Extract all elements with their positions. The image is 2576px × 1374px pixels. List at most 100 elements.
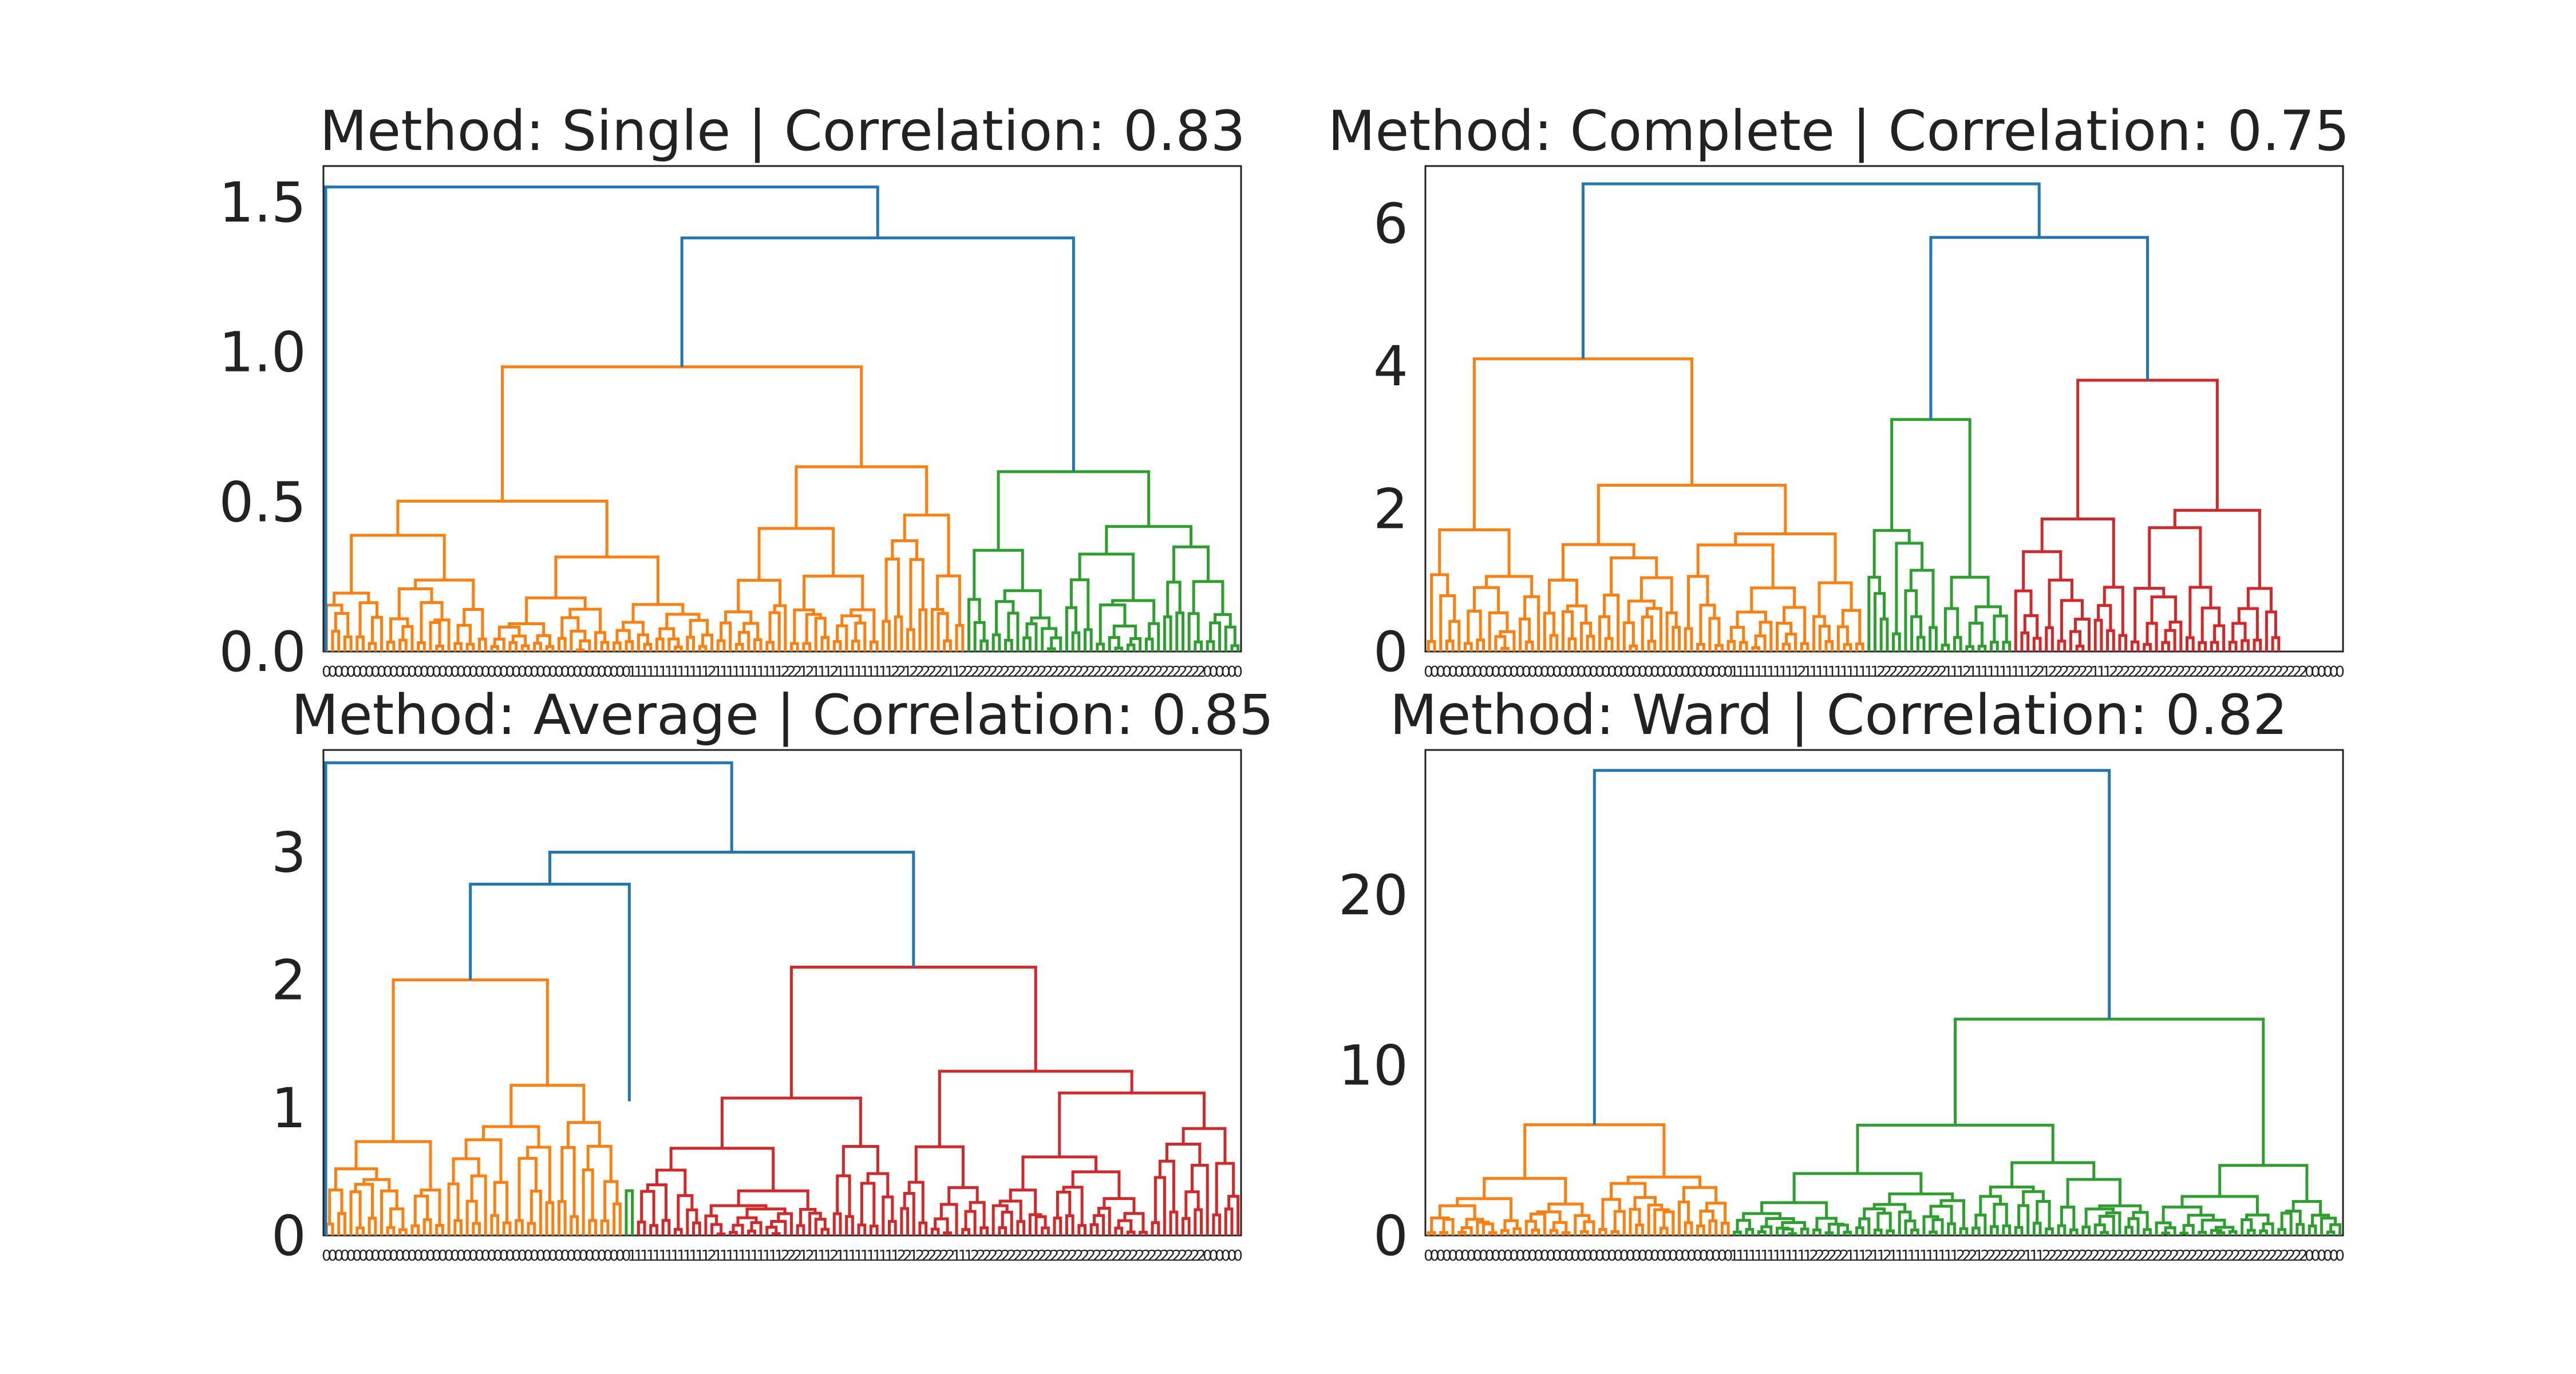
leaf-label: 1	[823, 1247, 833, 1265]
dendrogram-link	[882, 619, 891, 652]
leaf-label: 1	[2023, 664, 2033, 681]
leaf-label: 0	[1626, 664, 1635, 681]
dendrogram-link	[557, 637, 567, 652]
leaf-label: 0	[548, 1247, 558, 1265]
leaf-label: 1	[640, 664, 650, 681]
leaf-label: 1	[762, 664, 772, 681]
leaf-label: 0	[560, 664, 570, 681]
dendrogram-link	[903, 1192, 915, 1235]
leaf-label: 0	[548, 664, 558, 681]
leaf-label: 0	[1674, 664, 1684, 681]
leaf-label: 2	[707, 1247, 717, 1265]
leaf-label: 2	[1080, 1247, 1090, 1265]
dendrogram-link	[1187, 612, 1200, 652]
dendrogram-link	[2076, 378, 2219, 519]
leaf-label: 2	[2213, 664, 2223, 681]
leaf-label: 2	[2152, 664, 2162, 681]
leaf-label: 1	[744, 1247, 753, 1265]
dendrogram-link	[2103, 586, 2124, 635]
leaf-label: 2	[2054, 1247, 2064, 1265]
leaf-label: 2	[1153, 1247, 1163, 1265]
dendrogram-link	[1549, 1229, 1559, 1235]
leaf-label: 0	[1479, 664, 1488, 681]
dendrogram-link	[701, 633, 714, 652]
dendrogram-link	[1004, 639, 1013, 652]
leaf-label: 0	[420, 664, 429, 681]
leaf-label: 0	[1644, 664, 1654, 681]
dendrogram-link	[1818, 581, 1853, 617]
y-tick-label: 20	[1338, 863, 1408, 927]
dendrogram-link	[2014, 1226, 2024, 1235]
leaf-label: 2	[2250, 664, 2259, 681]
dendrogram-link	[2164, 629, 2176, 652]
leaf-label: 1	[1858, 664, 1868, 681]
leaf-label: 0	[1534, 664, 1543, 681]
leaf-label: 2	[1172, 664, 1182, 681]
leaf-label: 2	[2219, 664, 2229, 681]
dendrogram-link	[435, 1223, 444, 1235]
leaf-label: 2	[2231, 1247, 2241, 1265]
leaf-label: 2	[1931, 664, 1941, 681]
dendrogram-link	[1499, 630, 1516, 652]
leaf-label: 1	[2011, 664, 2021, 681]
dendrogram-link	[1025, 622, 1038, 652]
leaf-label: 0	[1607, 664, 1617, 681]
leaf-label: 0	[2317, 1247, 2326, 1265]
leaf-label: 0	[1460, 1247, 1470, 1265]
leaf-label: 2	[1962, 664, 1971, 681]
leaf-label: 2	[1166, 1247, 1176, 1265]
dendrogram-link	[2081, 1225, 2091, 1235]
dendrogram-link	[1512, 1227, 1522, 1235]
dendrogram-link	[1547, 1202, 1584, 1216]
dendrogram-link	[1001, 1210, 1013, 1235]
leaf-label: 2	[927, 664, 937, 681]
dendrogram-link	[998, 1226, 1008, 1235]
leaf-label: 0	[2335, 664, 2345, 681]
leaf-label: 0	[1485, 1247, 1495, 1265]
leaf-label: 0	[1510, 664, 1519, 681]
dendrogram-link	[967, 598, 981, 652]
dendrogram-link	[1993, 614, 2008, 642]
dendrogram-link	[2253, 638, 2262, 652]
leaf-label: 0	[401, 664, 411, 681]
dendrogram-link	[655, 637, 665, 652]
dendrogram-link	[1111, 599, 1156, 624]
dendrogram-link	[1224, 625, 1236, 652]
dendrogram-link	[2032, 1222, 2042, 1235]
leaf-label: 0	[1717, 1247, 1727, 1265]
dendrogram-link	[677, 1194, 694, 1230]
dendrogram-link	[841, 1144, 879, 1176]
dendrogram-link	[1953, 635, 1962, 652]
leaf-label: 0	[487, 1247, 497, 1265]
leaf-label: 0	[1669, 1247, 1678, 1265]
leaf-label: 0	[603, 1247, 613, 1265]
leaf-label: 1	[2036, 1247, 2045, 1265]
leaf-label: 2	[2213, 1247, 2223, 1265]
dendrogram-link	[1089, 1223, 1099, 1235]
leaf-label: 2	[995, 1247, 1005, 1265]
leaf-label: 0	[1227, 664, 1237, 681]
dendrogram-link	[1531, 1228, 1540, 1235]
leaf-label: 1	[1736, 664, 1745, 681]
dendrogram-link	[790, 642, 799, 652]
dendrogram-links	[324, 761, 1240, 1235]
dendrogram-link	[545, 1201, 555, 1235]
leaf-label: 2	[2280, 1247, 2290, 1265]
dendrogram-link	[2098, 1204, 2142, 1213]
leaf-label: 0	[444, 664, 454, 681]
dendrogram-link	[350, 534, 446, 593]
leaf-label: 1	[1797, 1247, 1807, 1265]
dendrogram-link	[1096, 642, 1105, 652]
leaf-label: 0	[1601, 664, 1611, 681]
dendrogram-link	[768, 611, 781, 652]
dendrogram-link	[2185, 636, 2195, 652]
leaf-label: 2	[1184, 1247, 1194, 1265]
leaf-label: 0	[1455, 664, 1464, 681]
dendrogram-link	[720, 621, 732, 652]
leaf-label: 0	[511, 664, 521, 681]
y-tick-label: 1.5	[219, 171, 306, 235]
dendrogram-link	[1699, 603, 1716, 645]
dendrogram-link	[1696, 543, 1775, 588]
leaf-label: 1	[701, 664, 711, 681]
dendrogram-link	[490, 1214, 500, 1235]
